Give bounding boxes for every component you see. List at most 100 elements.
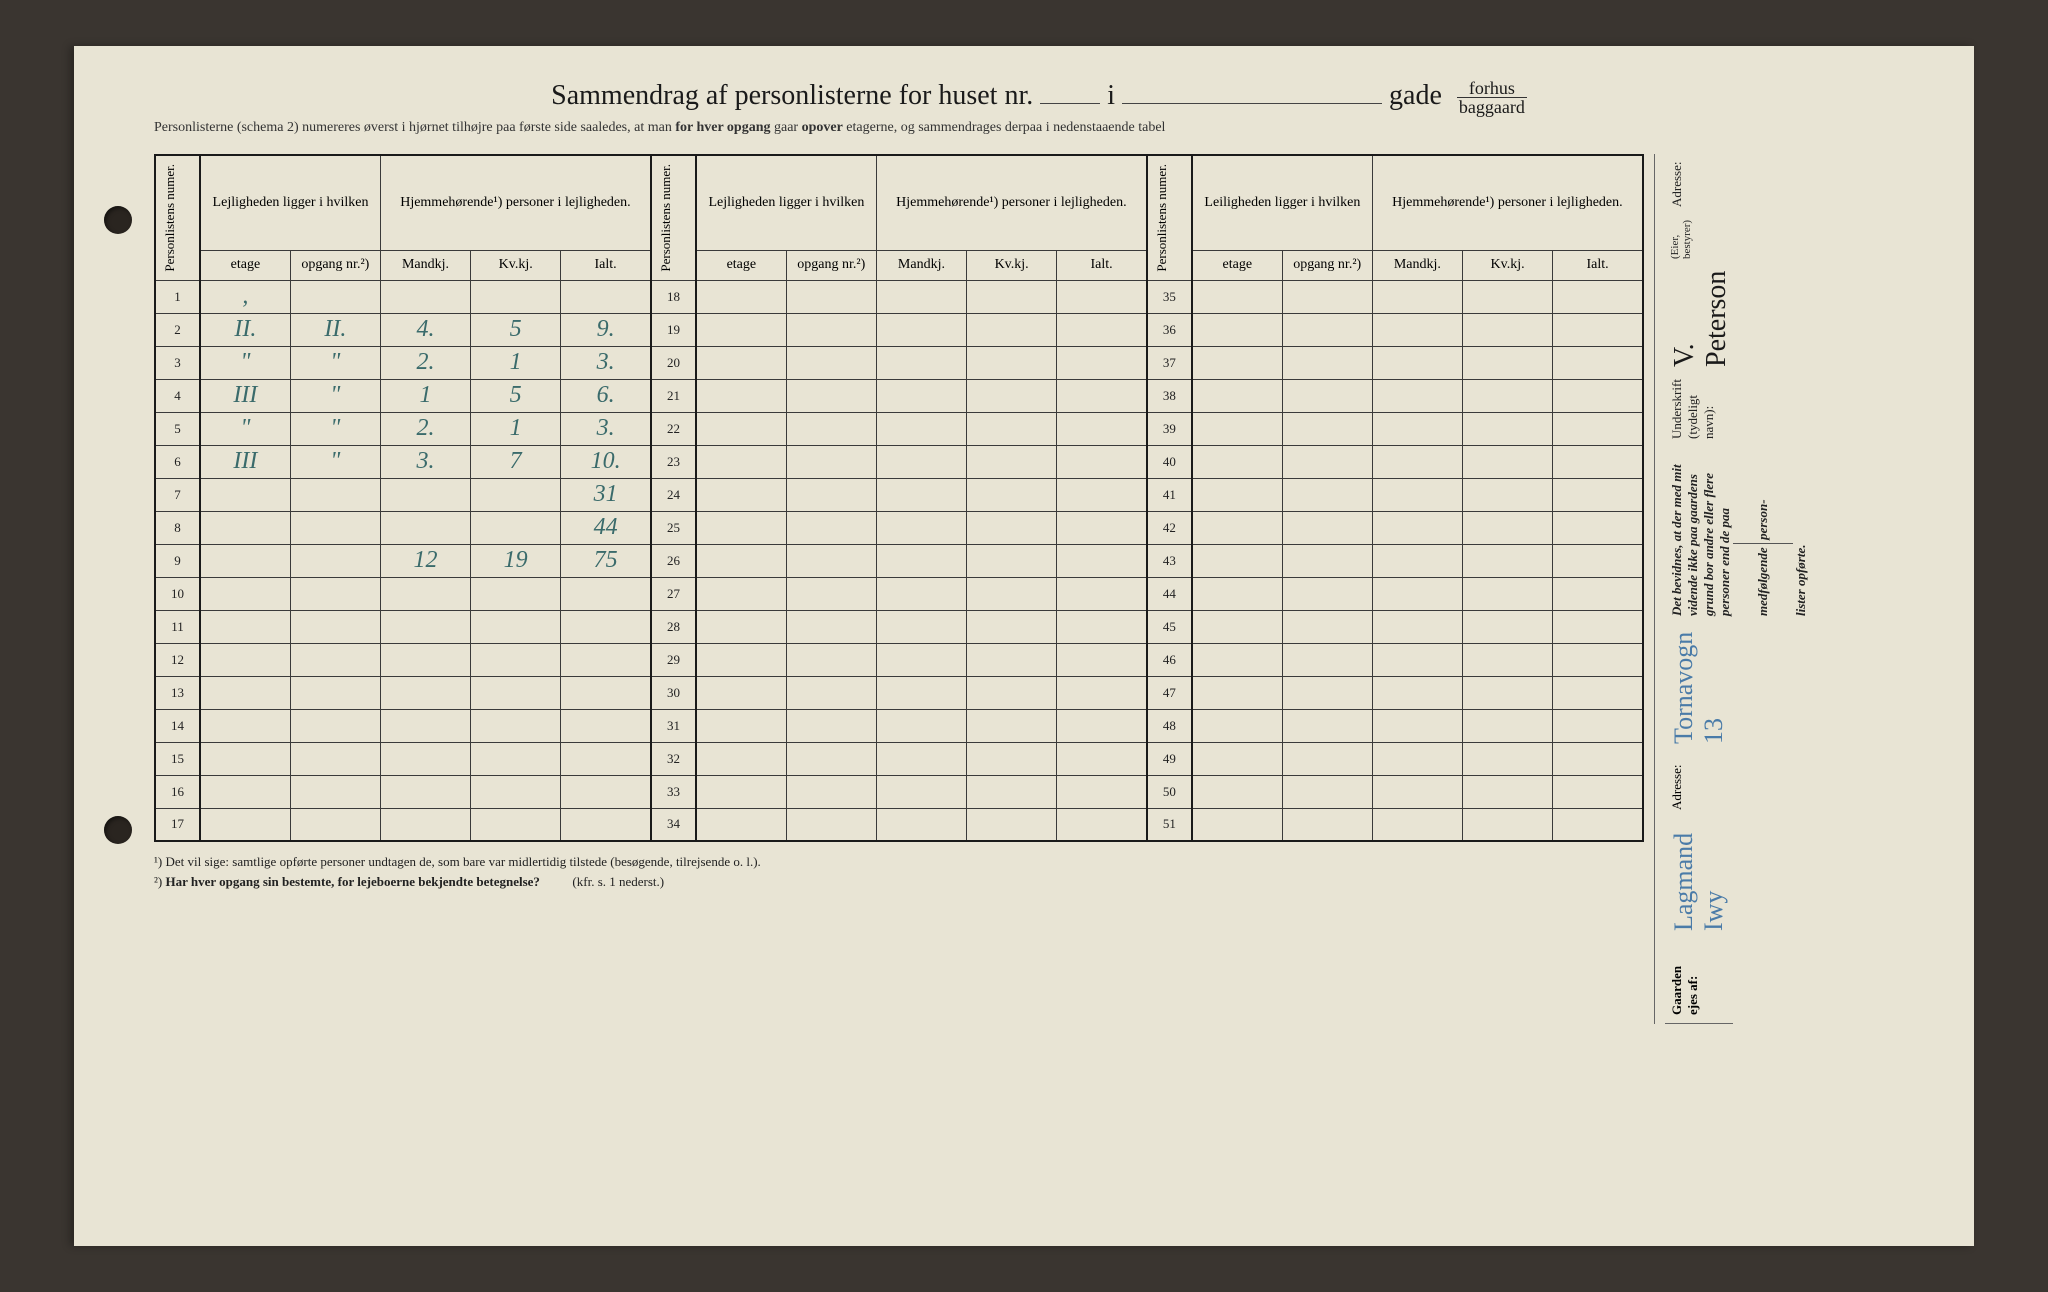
cell-kvkj: 19	[471, 544, 561, 577]
cell-opgang	[290, 544, 380, 577]
cell-ialt	[1553, 775, 1643, 808]
cell-mandkj	[876, 445, 966, 478]
rownum: 46	[1147, 643, 1192, 676]
cell-opgang	[1282, 577, 1372, 610]
table-row: 8442542	[155, 511, 1643, 544]
owner-block: Gaarden ejes af: Lagmand Iwy Adresse: To…	[1665, 624, 1733, 1024]
blank-count	[1733, 543, 1793, 544]
cell-etage	[1192, 412, 1282, 445]
cell-mandkj	[876, 544, 966, 577]
cell-etage	[1192, 511, 1282, 544]
cell-mandkj	[380, 478, 470, 511]
cell-mandkj	[876, 610, 966, 643]
title-main: Sammendrag af personlisterne for huset n…	[551, 80, 1033, 111]
table-wrap: Personlistens numer. Lejligheden ligger …	[154, 154, 1644, 1024]
cell-mandkj	[1372, 379, 1462, 412]
cell-kvkj	[471, 643, 561, 676]
cell-opgang	[1282, 742, 1372, 775]
cell-opgang	[1282, 808, 1372, 841]
cell-ialt	[1057, 676, 1147, 709]
subtitle-b1: for hver opgang	[675, 120, 770, 135]
cell-ialt	[561, 610, 651, 643]
rownum: 25	[651, 511, 696, 544]
cell-ialt	[1057, 445, 1147, 478]
table-row: 133047	[155, 676, 1643, 709]
table-row: 4III"156.2138	[155, 379, 1643, 412]
cell-mandkj	[380, 808, 470, 841]
f2-post: (kfr. s. 1 nederst.)	[572, 874, 664, 889]
cell-mandkj	[1372, 511, 1462, 544]
col-personlistens-2: Personlistens numer.	[651, 155, 696, 280]
footnotes: ¹) Det vil sige: samtlige opførte person…	[154, 854, 1644, 890]
cell-kvkj	[471, 742, 561, 775]
rownum: 9	[155, 544, 200, 577]
cell-opgang	[786, 511, 876, 544]
cell-etage	[1192, 478, 1282, 511]
cell-ialt	[1553, 742, 1643, 775]
cell-opgang	[1282, 313, 1372, 346]
cell-etage: "	[200, 412, 290, 445]
cell-mandkj	[1372, 610, 1462, 643]
cell-kvkj: 1	[471, 346, 561, 379]
cell-mandkj	[876, 280, 966, 313]
rownum: 38	[1147, 379, 1192, 412]
rownum: 17	[155, 808, 200, 841]
cell-opgang	[1282, 643, 1372, 676]
owner-name: Lagmand Iwy	[1669, 830, 1729, 931]
col-ialt-1: Ialt.	[561, 250, 651, 280]
cell-ialt	[1553, 643, 1643, 676]
table-row: 1,1835	[155, 280, 1643, 313]
gaarden-label: Gaarden ejes af:	[1669, 966, 1700, 1015]
rownum: 20	[651, 346, 696, 379]
cell-ialt	[1057, 412, 1147, 445]
cell-ialt	[1057, 544, 1147, 577]
cell-mandkj: 2.	[380, 346, 470, 379]
cell-ialt: 3.	[561, 412, 651, 445]
cell-etage	[696, 808, 786, 841]
table-row: 7312441	[155, 478, 1643, 511]
cell-ialt	[1057, 313, 1147, 346]
cell-mandkj	[380, 742, 470, 775]
cell-kvkj	[1462, 478, 1552, 511]
cell-opgang	[786, 379, 876, 412]
col-lejligheden-2: Lejligheden ligger i hvilken	[696, 155, 876, 250]
col-mandkj-2: Mandkj.	[876, 250, 966, 280]
cell-etage	[1192, 313, 1282, 346]
cell-opgang	[290, 280, 380, 313]
cell-etage	[696, 313, 786, 346]
rownum: 27	[651, 577, 696, 610]
col-opgang-3: opgang nr.²)	[1282, 250, 1372, 280]
cell-mandkj	[1372, 313, 1462, 346]
cell-ialt	[1057, 742, 1147, 775]
cell-etage	[1192, 445, 1282, 478]
cell-etage	[1192, 346, 1282, 379]
cell-kvkj: 5	[471, 379, 561, 412]
cell-ialt	[1057, 808, 1147, 841]
cell-ialt	[1553, 313, 1643, 346]
rownum: 29	[651, 643, 696, 676]
col-etage-3: etage	[1192, 250, 1282, 280]
cell-mandkj	[876, 577, 966, 610]
f2-pre: ²)	[154, 874, 165, 889]
cell-etage	[1192, 577, 1282, 610]
rownum: 42	[1147, 511, 1192, 544]
col-kvkj-1: Kv.kj.	[471, 250, 561, 280]
cell-kvkj	[1462, 511, 1552, 544]
cell-ialt	[1553, 346, 1643, 379]
rownum: 28	[651, 610, 696, 643]
cell-ialt	[1553, 412, 1643, 445]
footnote-1: ¹) Det vil sige: samtlige opførte person…	[154, 854, 1644, 870]
cell-etage	[200, 577, 290, 610]
cell-mandkj	[1372, 709, 1462, 742]
cell-opgang	[290, 478, 380, 511]
col-opgang-2: opgang nr.²)	[786, 250, 876, 280]
cell-kvkj	[1462, 544, 1552, 577]
cell-opgang: "	[290, 412, 380, 445]
cell-opgang	[290, 511, 380, 544]
cell-kvkj	[1462, 775, 1552, 808]
cell-kvkj	[1462, 808, 1552, 841]
table-row: 5""2.13.2239	[155, 412, 1643, 445]
cell-ialt	[561, 775, 651, 808]
cell-opgang	[786, 577, 876, 610]
cell-ialt	[1057, 643, 1147, 676]
